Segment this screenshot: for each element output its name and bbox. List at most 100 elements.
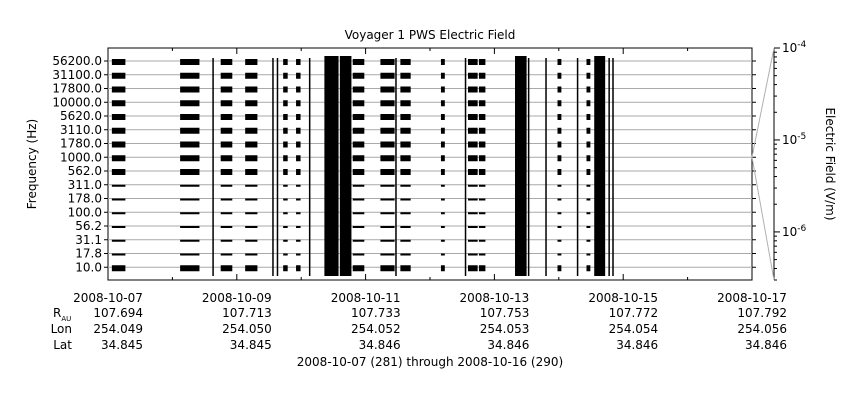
y-tick-label: 178.0 — [68, 192, 102, 206]
plot-frame — [107, 47, 753, 281]
data-bar — [352, 114, 365, 120]
data-bar — [400, 212, 411, 215]
data-bar — [220, 265, 233, 272]
data-bar — [380, 100, 395, 107]
data-bar — [111, 169, 126, 175]
data-bar — [467, 184, 478, 187]
data-bar — [352, 169, 365, 175]
data-bar — [283, 114, 288, 120]
data-bar — [586, 59, 591, 65]
ephemeris-r-value: 107.713 — [222, 306, 272, 320]
data-bar — [111, 141, 126, 148]
colorbar: 10-4 10-5 10-6 Electric Field (V/m) — [751, 40, 837, 281]
data-block — [576, 58, 579, 276]
data-bar — [245, 155, 258, 162]
data-block — [467, 59, 478, 272]
data-bar — [180, 198, 200, 201]
data-bar — [400, 155, 411, 162]
data-bar — [478, 86, 486, 93]
data-bar — [220, 253, 233, 256]
data-bar — [111, 253, 126, 256]
data-bar — [111, 239, 126, 242]
data-bar — [245, 198, 258, 201]
data-bar — [440, 59, 445, 65]
data-bar — [220, 72, 233, 79]
data-bar — [478, 127, 486, 134]
data-bar — [440, 86, 445, 93]
ephemeris-r-value: 107.694 — [93, 306, 143, 320]
data-bar — [380, 239, 395, 242]
data-bar — [380, 212, 395, 215]
data-bar — [440, 100, 445, 107]
y-tick-label: 3110.0 — [60, 123, 102, 137]
y-axis-label: Frequency (Hz) — [25, 119, 39, 210]
data-bar — [586, 155, 591, 162]
data-bar — [380, 253, 395, 256]
data-bar — [111, 265, 126, 272]
data-bar — [557, 127, 562, 134]
data-bar — [283, 72, 288, 79]
frequency-grid — [108, 60, 752, 268]
data-bar — [352, 141, 365, 148]
y-tick-label: 17.8 — [75, 247, 102, 261]
data-bar — [586, 198, 591, 201]
data-bar — [400, 86, 411, 93]
data-bar — [352, 253, 365, 256]
ephemeris-r-value: 107.792 — [737, 306, 787, 320]
data-block — [180, 59, 200, 272]
data-bar — [245, 226, 258, 228]
data-bar — [296, 155, 301, 162]
data-bar — [400, 141, 411, 148]
data-bar — [478, 155, 486, 162]
data-bar — [352, 127, 365, 134]
data-bar — [245, 86, 258, 93]
data-block — [395, 58, 397, 276]
data-bar — [111, 212, 126, 215]
data-bar — [220, 127, 233, 134]
y-tick-label: 31100.0 — [52, 68, 102, 82]
data-bar — [557, 114, 562, 120]
plot-area: 56200.031100.017800.010000.05620.03110.0… — [52, 47, 787, 305]
data-bar — [352, 72, 365, 79]
data-bar — [283, 198, 288, 201]
data-dense-region — [339, 56, 352, 276]
data-bar — [180, 155, 200, 162]
data-bar — [245, 114, 258, 120]
data-bar — [296, 169, 301, 175]
data-blocks — [111, 56, 614, 276]
data-bar — [380, 184, 395, 187]
data-bar — [440, 141, 445, 148]
data-bar — [467, 169, 478, 175]
data-bar — [380, 169, 395, 175]
data-bar — [245, 141, 258, 148]
colorbar-label: Electric Field (V/m) — [823, 107, 837, 220]
data-bar — [478, 198, 486, 201]
data-spike — [576, 58, 579, 276]
data-bar — [380, 59, 395, 65]
data-bar — [220, 198, 233, 201]
data-block — [515, 56, 527, 276]
data-block — [478, 59, 486, 272]
data-bar — [283, 253, 288, 256]
data-bar — [440, 253, 445, 256]
data-spike — [608, 58, 610, 276]
ephemeris-lat-value: 34.846 — [487, 338, 529, 352]
data-bar — [352, 198, 365, 201]
data-bar — [352, 239, 365, 242]
ephemeris-lon-value: 254.054 — [609, 322, 659, 336]
data-bar — [586, 141, 591, 148]
y-tick-label: 17800.0 — [52, 82, 102, 96]
data-bar — [557, 198, 562, 201]
data-bar — [478, 265, 486, 272]
data-bar — [220, 100, 233, 107]
data-bar — [467, 72, 478, 79]
data-bar — [400, 184, 411, 187]
data-bar — [296, 127, 301, 134]
data-bar — [380, 198, 395, 201]
data-bar — [220, 226, 233, 228]
data-bar — [440, 72, 445, 79]
data-bar — [557, 239, 562, 242]
data-bar — [180, 226, 200, 228]
colorbar-ticks: 10-4 10-5 10-6 — [774, 40, 807, 281]
x-tick-label: 2008-10-09 — [202, 291, 272, 305]
